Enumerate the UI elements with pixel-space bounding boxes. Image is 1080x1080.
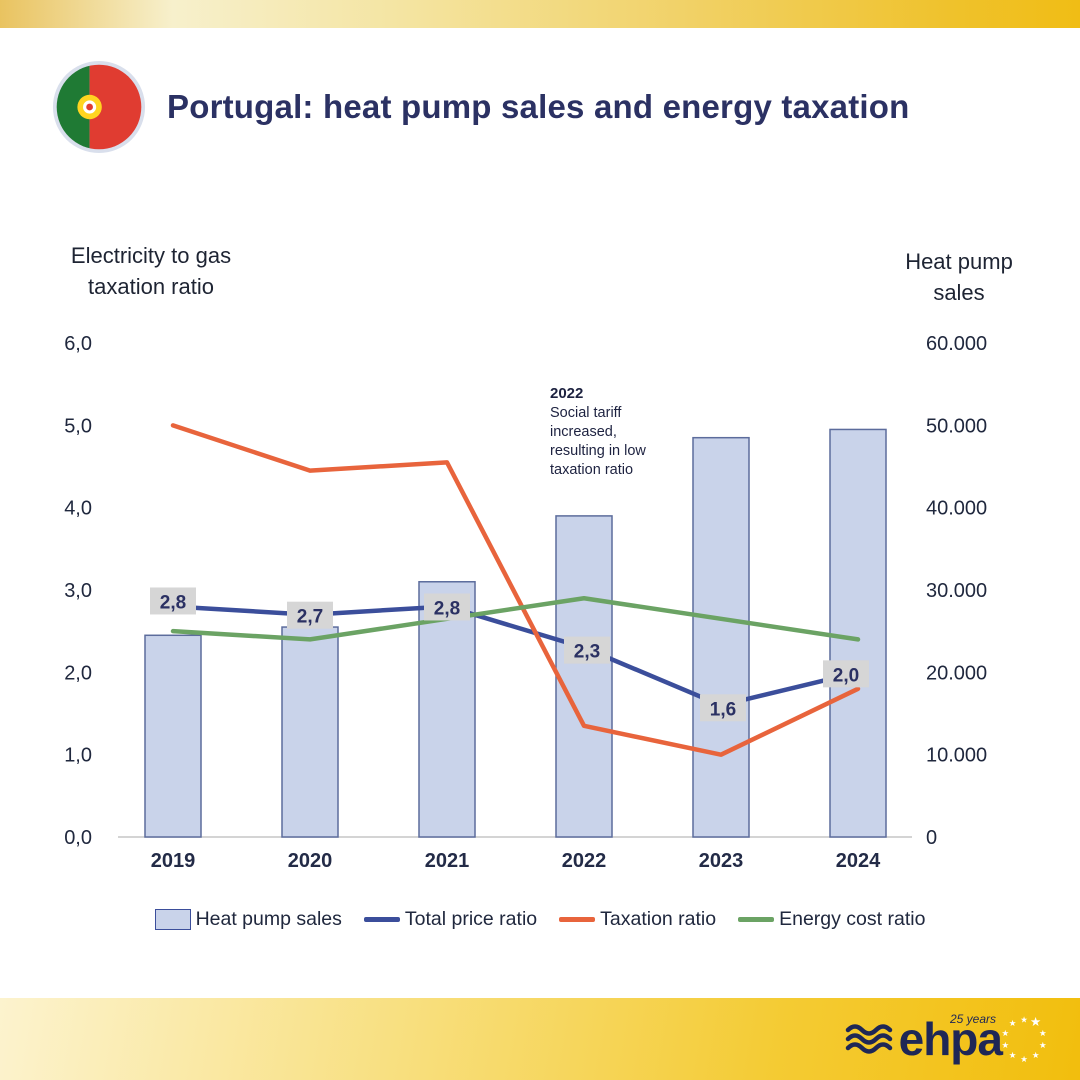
legend-item-taxation-ratio: Taxation ratio: [559, 908, 716, 931]
svg-text:★: ★: [1020, 1054, 1027, 1064]
svg-text:★: ★: [1002, 1028, 1009, 1038]
svg-text:★: ★: [1009, 1018, 1016, 1028]
svg-text:2,7: 2,7: [297, 607, 323, 628]
svg-text:2021: 2021: [425, 850, 470, 872]
svg-text:3,0: 3,0: [64, 580, 92, 602]
legend-item-energy-cost-ratio: Energy cost ratio: [738, 908, 925, 931]
svg-text:2,3: 2,3: [574, 642, 600, 663]
svg-text:2,8: 2,8: [434, 598, 460, 619]
legend-label: Total price ratio: [404, 908, 538, 930]
svg-text:4,0: 4,0: [64, 498, 92, 520]
footer-gradient-bar: ehpa 25 years ★ ★ ★ ★ ★ ★ ★ ★ ★ ★: [0, 998, 1080, 1080]
svg-text:20.000: 20.000: [926, 662, 987, 684]
svg-text:2,8: 2,8: [160, 592, 186, 613]
ehpa-wave-icon: [845, 1024, 892, 1054]
page-title: Portugal: heat pump sales and energy tax…: [167, 88, 910, 125]
svg-text:★: ★: [1032, 1050, 1039, 1060]
right-axis-title: Heat pump sales: [905, 249, 1013, 306]
chart-legend: Heat pump sales Total price ratio Taxati…: [0, 908, 1080, 931]
legend-item-total-price-ratio: Total price ratio: [363, 908, 538, 931]
orange-line-swatch-icon: [559, 917, 596, 922]
legend-item-heat-pump-sales: Heat pump sales: [154, 908, 342, 931]
portugal-flag-icon: [52, 60, 146, 154]
svg-text:★: ★: [1009, 1050, 1016, 1060]
blue-line-swatch-icon: [363, 917, 400, 922]
svg-text:2023: 2023: [699, 850, 744, 872]
anniversary-label: 25 years: [950, 1012, 997, 1026]
svg-text:1,0: 1,0: [64, 745, 92, 767]
svg-text:50.000: 50.000: [926, 415, 987, 437]
svg-text:★: ★: [1020, 1014, 1027, 1024]
ehpa-logo: ehpa 25 years ★ ★ ★ ★ ★ ★ ★ ★ ★ ★: [845, 1011, 1052, 1067]
top-gradient-bar: [0, 0, 1080, 28]
svg-text:★: ★: [1002, 1040, 1009, 1050]
chart-annotation: 2022 Social tariff increased, resulting …: [550, 384, 668, 480]
annotation-text: Social tariff increased, resulting in lo…: [550, 404, 646, 479]
anniversary-badge: 25 years ★ ★ ★ ★ ★ ★ ★ ★ ★ ★: [950, 1011, 1052, 1067]
svg-text:5,0: 5,0: [64, 415, 92, 437]
svg-text:6,0: 6,0: [64, 333, 92, 355]
legend-label: Energy cost ratio: [779, 908, 926, 930]
svg-text:★: ★: [1030, 1015, 1041, 1029]
svg-text:30.000: 30.000: [926, 580, 987, 602]
svg-text:2,0: 2,0: [833, 665, 859, 686]
bar-swatch-icon: [154, 909, 191, 930]
green-line-swatch-icon: [738, 917, 775, 922]
svg-text:2022: 2022: [562, 850, 607, 872]
legend-label: Heat pump sales: [195, 908, 342, 930]
svg-text:10.000: 10.000: [926, 745, 987, 767]
annotation-year: 2022: [550, 385, 584, 402]
svg-text:2024: 2024: [836, 850, 881, 872]
ehpa-logo-text: ehpa: [898, 1013, 1003, 1065]
legend-label: Taxation ratio: [600, 908, 717, 930]
svg-text:0: 0: [926, 827, 937, 849]
star-ring-icon: ★ ★★★★★★★★★: [1002, 1014, 1047, 1064]
svg-text:★: ★: [1039, 1040, 1046, 1050]
svg-text:★: ★: [1039, 1028, 1046, 1038]
svg-text:2019: 2019: [151, 850, 196, 872]
svg-text:2020: 2020: [288, 850, 333, 872]
svg-text:40.000: 40.000: [926, 498, 987, 520]
left-axis-title: Electricity to gas taxation ratio: [70, 243, 232, 300]
svg-text:2,0: 2,0: [64, 662, 92, 684]
svg-text:0,0: 0,0: [64, 827, 92, 849]
svg-text:60.000: 60.000: [926, 333, 987, 355]
svg-text:1,6: 1,6: [710, 699, 736, 720]
